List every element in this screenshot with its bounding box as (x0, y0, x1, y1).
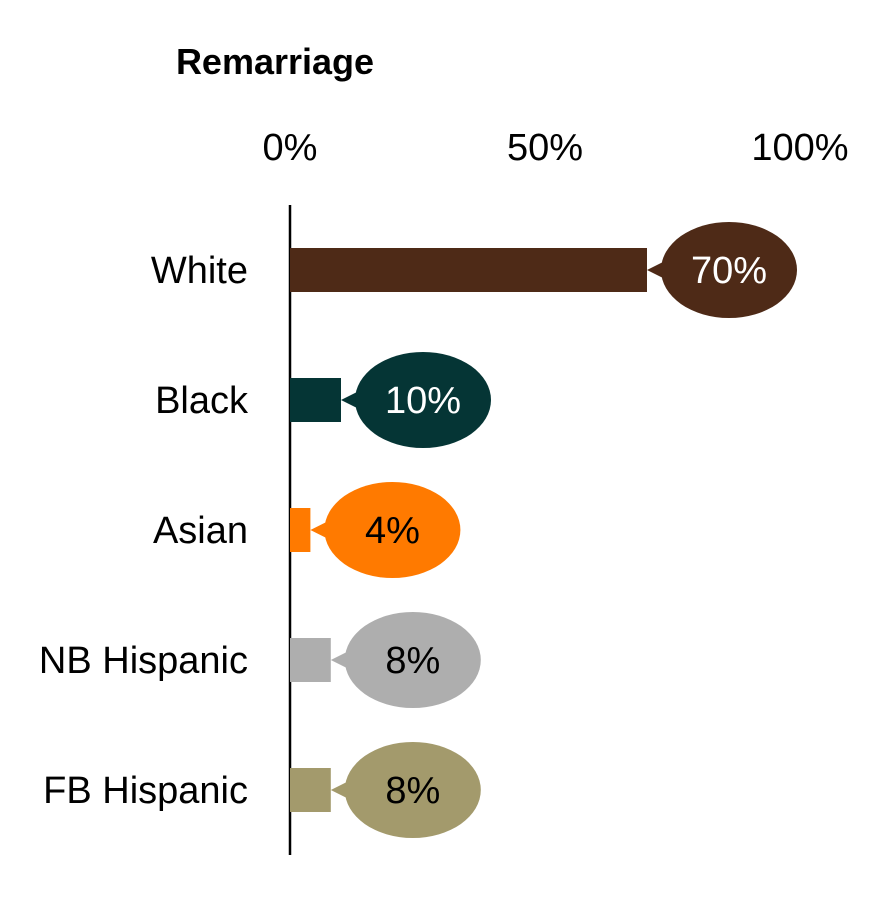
bar (290, 378, 341, 422)
x-tick-label: 50% (507, 127, 583, 169)
data-label-bubble (344, 742, 481, 838)
data-label: 8% (385, 640, 440, 682)
category-label: FB Hispanic (43, 770, 248, 812)
chart-title: Remarriage (176, 41, 374, 82)
data-label: 70% (691, 250, 767, 292)
x-axis-ticks: 0% 50% 100% (263, 127, 849, 169)
bar (290, 638, 331, 682)
x-tick-label: 0% (263, 127, 318, 169)
data-label: 10% (385, 380, 461, 422)
bar (290, 508, 311, 552)
data-label-bubble (355, 352, 491, 448)
data-label-bubble (661, 222, 797, 318)
category-label: Black (155, 380, 249, 422)
bar (290, 248, 647, 292)
category-label: White (151, 250, 248, 292)
category-label: Asian (153, 510, 248, 552)
data-label-bubble (324, 482, 461, 578)
bars-group: White 70% Black 10% Asian 4% NB Hispanic 8% FB H… (39, 222, 797, 838)
data-label-bubble (344, 612, 481, 708)
category-label: NB Hispanic (39, 640, 248, 682)
bar (290, 768, 331, 812)
data-label: 4% (365, 510, 420, 552)
x-tick-label: 100% (751, 127, 848, 169)
data-label: 8% (385, 770, 440, 812)
